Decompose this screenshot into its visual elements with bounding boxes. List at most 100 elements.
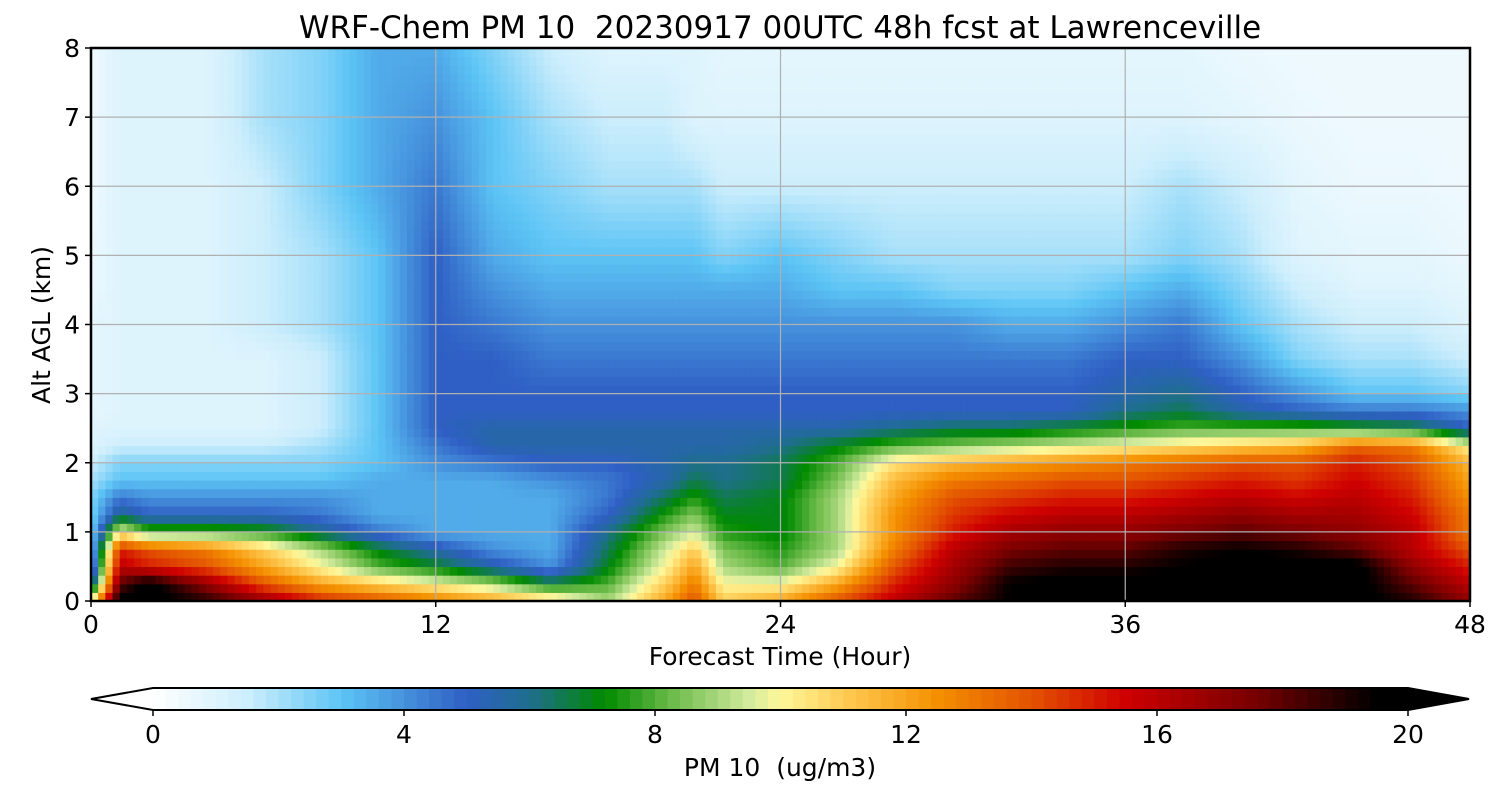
field-cell [1390,583,1399,593]
field-cell [615,575,624,585]
field-cell [737,436,746,447]
field-cell [1376,514,1385,524]
field-cell [277,419,286,429]
field-cell [845,592,853,601]
field-cell [1434,497,1442,507]
field-cell [1426,393,1435,403]
field-cell [349,575,358,585]
field-cell [241,480,250,490]
field-cell [198,471,207,481]
field-cell [715,428,724,438]
field-cell [356,592,365,601]
field-cell [1362,384,1371,395]
field-cell [1398,428,1406,438]
field-cell [1276,428,1284,438]
field-cell [945,557,954,568]
field-cell [220,531,229,542]
field-cell [284,471,293,481]
field-cell [385,445,394,455]
field-cell [837,393,846,403]
field-cell [694,428,703,438]
field-cell [737,454,746,464]
field-cell [464,549,473,559]
field-cell [881,566,889,576]
field-cell [1132,436,1141,447]
field-cell [859,436,868,447]
field-cell [859,557,868,568]
field-cell [1247,454,1256,464]
field-cell [1225,505,1234,516]
field-cell [1110,471,1119,481]
field-cell [299,549,308,559]
field-cell [1247,402,1256,412]
field-cell [780,549,789,559]
field-cell [1153,583,1162,593]
field-cell [1340,497,1349,507]
field-cell [694,462,703,472]
field-cell [1232,471,1241,481]
field-cell [931,436,940,447]
field-cell [277,514,286,524]
field-cell [730,592,738,601]
field-cell [988,454,997,464]
field-cell [342,583,351,593]
field-cell [952,557,961,568]
field-cell [909,557,918,568]
field-cell [651,557,659,568]
field-cell [155,497,164,507]
field-cell [500,419,509,429]
field-cell [608,480,616,490]
field-cell [758,462,767,472]
field-cell [837,454,846,464]
field-cell [277,393,286,403]
field-cell [1110,488,1119,498]
field-cell [608,549,616,559]
field-cell [902,497,911,507]
field-cell [1089,436,1098,447]
field-cell [572,505,580,516]
field-cell [1211,592,1220,601]
field-cell [859,497,868,507]
field-cell [744,531,753,542]
field-cell [1448,462,1457,472]
field-cell [902,393,911,403]
field-cell [1225,436,1234,447]
field-cell [205,575,214,585]
field-cell [299,384,308,395]
field-cell [1268,454,1277,464]
field-cell [198,376,207,386]
field-cell [1376,376,1385,386]
field-cell [442,505,451,516]
field-cell [1103,419,1112,429]
field-cell [493,531,501,542]
field-cell [809,592,818,601]
field-cell [1082,531,1090,542]
field-cell [241,393,250,403]
field-cell [622,557,631,568]
field-cell [1074,575,1083,585]
field-cell [1168,480,1177,490]
field-cell [823,557,832,568]
field-cell [866,540,875,550]
field-cell [1139,384,1148,395]
field-cell [888,514,897,524]
field-cell [1398,488,1406,498]
field-cell [1419,402,1428,412]
field-cell [478,575,487,585]
field-cell [1067,402,1076,412]
field-cell [1247,410,1256,421]
field-cell [565,480,573,490]
field-cell [284,540,293,550]
field-cell [751,557,760,568]
field-cell [148,523,157,533]
field-cell [615,419,624,429]
field-cell [1067,436,1076,447]
field-cell [679,549,688,559]
field-cell [1426,436,1435,447]
field-cell [1398,471,1406,481]
field-cell [91,514,99,524]
field-cell [486,488,494,498]
field-cell [478,471,487,481]
field-cell [881,575,889,585]
field-cell [270,497,279,507]
